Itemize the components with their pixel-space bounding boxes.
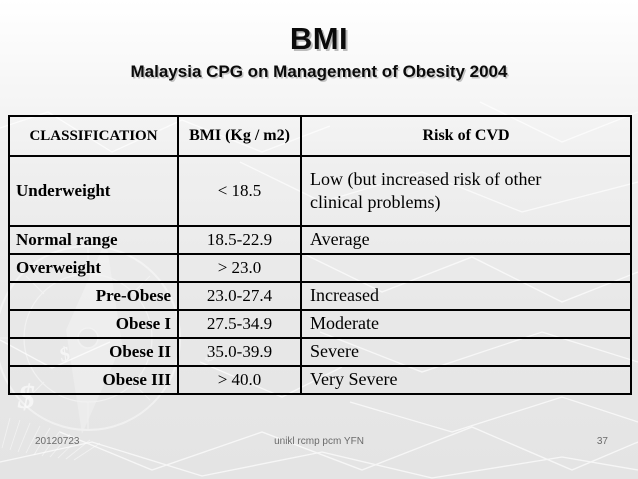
- table-row: Overweight > 23.0: [8, 253, 632, 283]
- risk-cell: Average: [300, 225, 632, 255]
- column-header-risk: Risk of CVD: [300, 115, 632, 157]
- slide-title: BMI: [289, 21, 349, 56]
- bmi-cell: 18.5-22.9: [177, 225, 302, 255]
- table-row: Obese I 27.5-34.9 Moderate: [8, 309, 632, 339]
- bmi-cell: 23.0-27.4: [177, 281, 302, 311]
- risk-cell: Moderate: [300, 309, 632, 339]
- slide-subtitle: Malaysia CPG on Management of Obesity 20…: [130, 62, 508, 81]
- table-header-row: CLASSIFICATION BMI (Kg / m2) Risk of CVD: [8, 115, 632, 157]
- risk-cell: Severe: [300, 337, 632, 367]
- classification-cell: Obese III: [8, 365, 179, 395]
- bmi-cell: 27.5-34.9: [177, 309, 302, 339]
- classification-cell: Underweight: [8, 155, 179, 227]
- bmi-cell: > 23.0: [177, 253, 302, 283]
- classification-cell: Obese I: [8, 309, 179, 339]
- bmi-cell: < 18.5: [177, 155, 302, 227]
- footer-date: 20120723: [35, 436, 80, 447]
- column-header-bmi: BMI (Kg / m2): [177, 115, 302, 157]
- risk-cell: [300, 253, 632, 283]
- classification-cell: Obese II: [8, 337, 179, 367]
- bmi-cell: > 40.0: [177, 365, 302, 395]
- table-row: Normal range 18.5-22.9 Average: [8, 225, 632, 255]
- risk-cell: Increased: [300, 281, 632, 311]
- bmi-cell: 35.0-39.9: [177, 337, 302, 367]
- footer-page-number: 37: [596, 436, 608, 447]
- risk-cell: Very Severe: [300, 365, 632, 395]
- risk-cell: Low (but increased risk of other clinica…: [300, 155, 632, 227]
- classification-cell: Normal range: [8, 225, 179, 255]
- column-header-classification: CLASSIFICATION: [8, 115, 179, 157]
- bmi-classification-table: CLASSIFICATION BMI (Kg / m2) Risk of CVD…: [8, 115, 632, 395]
- table-row: Obese III > 40.0 Very Severe: [8, 365, 632, 395]
- classification-cell: Overweight: [8, 253, 179, 283]
- table-row: Underweight < 18.5 Low (but increased ri…: [8, 155, 632, 227]
- sunburst-hatching: [1, 417, 101, 461]
- table-row: Pre-Obese 23.0-27.4 Increased: [8, 281, 632, 311]
- footer-credit: unikl rcmp pcm YFN: [274, 436, 364, 447]
- table-row: Obese II 35.0-39.9 Severe: [8, 337, 632, 367]
- classification-cell: Pre-Obese: [8, 281, 179, 311]
